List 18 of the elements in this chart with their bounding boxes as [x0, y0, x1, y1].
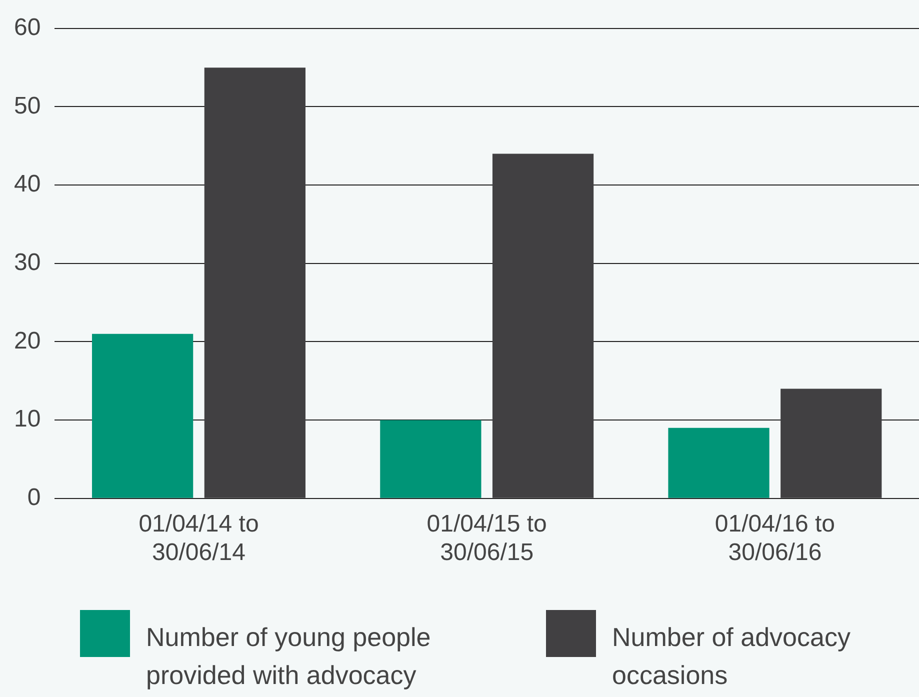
x-tick-label: 01/04/15 to 30/06/15 [426, 510, 547, 566]
bar [380, 420, 482, 498]
x-tick-label: 01/04/16 to 30/06/16 [714, 510, 836, 566]
y-tick-label: 0 [27, 484, 41, 512]
y-tick-label: 60 [14, 14, 41, 42]
y-tick-label: 10 [14, 406, 41, 433]
legend-label: Number of young people provided with advocacy [146, 621, 432, 692]
y-tick-label: 50 [14, 92, 41, 120]
y-tick-label: 20 [14, 327, 41, 354]
bar [668, 428, 770, 498]
bar [492, 154, 594, 498]
bar [92, 334, 194, 498]
legend-label: Number of advocacy occasions [612, 621, 852, 692]
x-tick-label: 01/04/14 to 30/06/14 [138, 510, 259, 566]
y-tick-label: 40 [14, 170, 41, 198]
bar [204, 68, 306, 498]
bar [780, 388, 882, 498]
y-tick-label: 30 [14, 249, 41, 276]
